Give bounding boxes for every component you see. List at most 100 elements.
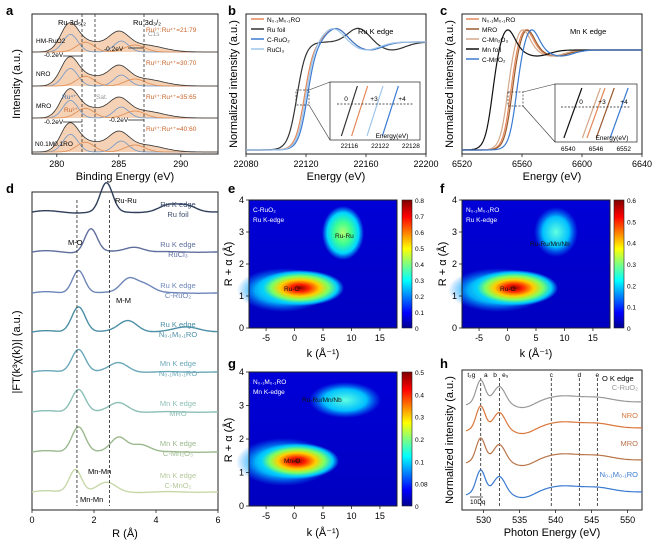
h-x-tick-label: 535 (512, 515, 527, 525)
d-line-4 (31, 348, 218, 373)
g-peak-ru-ru: Ru-Ru/Mn/Nb (302, 397, 342, 404)
panel-a-xticks: 280 285 290 (49, 154, 188, 169)
g-y-tick-label: 2 (239, 434, 244, 444)
b-inset-xlabel: Energy(eV) (376, 133, 409, 140)
h-peak-letter: e (596, 372, 600, 379)
e-colorbar-label: 0.3 (415, 278, 424, 285)
panel-b: Ru K edge N₀.₁M₀.₁RO Ru foil C-RuO₂ RuCl₃ 0… (228, 13, 439, 183)
a-ru4-label: Ru⁴⁺ (62, 94, 77, 101)
g-colorbar-label: 0.5 (415, 370, 424, 377)
a-label-mro: MRO (36, 103, 51, 110)
f-x-tick-label: -5 (475, 333, 483, 343)
e-colorbar-label: 0.8 (415, 198, 424, 205)
a-shift-1: -0.2eV (44, 52, 64, 59)
panel-d-spectra (31, 181, 218, 506)
h-peak-letter: d (578, 372, 582, 379)
c-xlabel: Energy (eV) (523, 171, 582, 183)
d-mm-label: M-M (116, 296, 131, 305)
d-series-label-sample: MRO (169, 409, 187, 418)
e-x-tick-label: 0 (292, 333, 297, 343)
e-label-sample: C-RuO₂ (253, 207, 276, 214)
panel-letter-d: d (6, 181, 14, 196)
c-inset-marker: 0 (579, 99, 583, 106)
g-xlabel: k (Å⁻¹) (307, 526, 340, 539)
d-mnmn-label-1: Mn-Mn (88, 467, 111, 476)
d-line-0 (31, 181, 218, 214)
g-ylabel: R + α (Å) (222, 418, 235, 463)
c-inset-line (586, 87, 606, 139)
a-ru3-component (32, 75, 218, 87)
b-inset-marker: +4 (398, 96, 406, 103)
d-line-7 (31, 468, 218, 494)
e-y-tick-label: 1 (239, 291, 244, 301)
e-ylabel: R + α (Å) (222, 242, 235, 287)
b-inset-line (366, 85, 384, 137)
e-xlabel: k (Å⁻¹) (307, 347, 340, 360)
panel-h-xticks: 530 535 540 545 550 (476, 510, 635, 525)
b-line-RuCl3 (246, 28, 426, 151)
h-peak-letter: t₂g (467, 372, 475, 379)
e-colorbar-label: 0.4 (415, 262, 424, 269)
a-ru3-component (32, 107, 218, 119)
a-label-nro: NRO (36, 71, 50, 78)
a-sat-label: Sat. (96, 94, 108, 101)
panel-h-spectra (465, 379, 643, 499)
c-x-tick-label: 6640 (632, 159, 652, 169)
d-series-label-edge: Ru K edge (160, 281, 195, 290)
b-inset-marker: 0 (344, 96, 348, 103)
c-x-tick-label: 6600 (572, 159, 592, 169)
h-line-NRO (465, 405, 643, 435)
panel-c-legend: N₀.₁M₀.₁RO MRO C-Mn₂O₃ Mn foil C-MnO₂ (466, 17, 515, 64)
e-colorbar-label: 0.1 (415, 310, 424, 317)
f-colorbar-label: 0.2 (627, 283, 636, 290)
panel-h-peak-letters: t₂g a b e₉ c d e (467, 372, 599, 379)
g-x-tick-label: 15 (375, 511, 385, 521)
f-blob-ru-o (470, 270, 558, 306)
c-inset-line (563, 87, 583, 139)
b-zoom-connector-1 (308, 81, 331, 91)
h-x-tick-label: 550 (620, 515, 635, 525)
h-ylabel: Normalized intensity (a.u.) (444, 376, 456, 504)
e-blob-ru-ru (322, 206, 364, 260)
panel-d-xticks: 0 2 4 6 (29, 510, 221, 525)
f-colorbar-label: 0 (627, 326, 631, 333)
panel-b-xticks: 22080 22120 22160 22200 (233, 154, 439, 169)
d-series-label-sample: Ru foil (167, 210, 189, 219)
panel-b-inset: 0 +3 +4 22116 22122 22128 Energy(eV) (337, 85, 420, 150)
f-colorbar (613, 199, 625, 329)
b-legend-label: C-RuO₂ (267, 37, 290, 44)
h-series-label: NRO (621, 411, 638, 420)
d-line-5 (31, 388, 218, 413)
panel-letters: a b c d e f g h (6, 3, 448, 371)
f-blob-ru-ru (534, 207, 578, 257)
a-ru3d52-label: Ru 3d₅/₂ (58, 18, 86, 27)
e-y-tick-label: 0 (239, 323, 244, 333)
f-y-tick-label: 2 (452, 259, 457, 269)
g-x-tick-label: 5 (320, 511, 325, 521)
panel-letter-f: f (440, 181, 445, 196)
d-x-tick-label: 6 (215, 515, 220, 525)
g-peak-mn-o: Mn-O (284, 458, 300, 465)
d-series-label-sample: RuCl₃ (168, 250, 188, 259)
b-line-Ru foil (246, 27, 427, 151)
e-y-tick-label: 2 (239, 259, 244, 269)
c-inset-line (609, 87, 629, 139)
f-xlabel: k (Å⁻¹) (520, 347, 553, 360)
b-inset-line (381, 85, 399, 137)
panel-c: Mn K edge N₀.₁M₀.₁RO MRO C-Mn₂O₃ Mn foil C-M… (444, 13, 652, 183)
e-colorbar-label: 0.7 (415, 214, 424, 221)
c-x-tick-label: 6560 (512, 159, 532, 169)
c-ylabel: Normalized intensity (a.u.) (444, 20, 456, 148)
b-inset-line (351, 85, 369, 137)
d-ylabel: |FT(k³χ(k))| (a.u.) (11, 311, 23, 394)
e-colorbar (401, 199, 413, 329)
d-mnmn-label-2: Mn-Mn (80, 495, 103, 504)
d-x-tick-label: 0 (29, 515, 34, 525)
panel-b-legend: N₀.₁M₀.₁RO Ru foil C-RuO₂ RuCl₃ (251, 17, 300, 54)
e-colorbar-label: 0.5 (415, 246, 424, 253)
a-shift-3: -0.2eV (44, 119, 64, 126)
g-y-tick-label: 4 (239, 367, 244, 377)
f-y-tick-label: 3 (452, 227, 457, 237)
h-peak-letter: e₉ (502, 372, 509, 379)
